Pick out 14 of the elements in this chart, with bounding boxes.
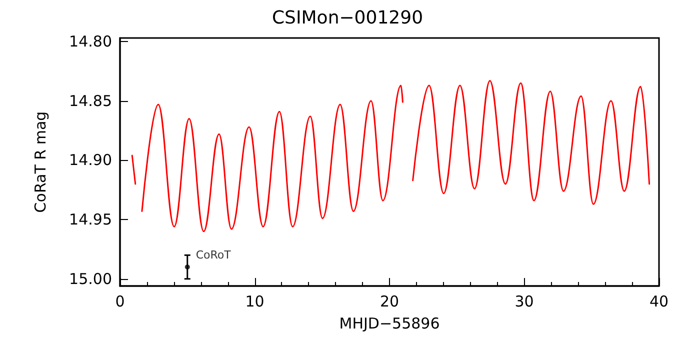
x-axis-title: MHJD−55896: [339, 314, 440, 332]
x-tick-label: 30: [514, 292, 534, 310]
y-tick-label: 14.95: [69, 210, 112, 229]
x-tick-label: 40: [649, 292, 669, 310]
x-tick-label: 0: [115, 292, 125, 310]
y-tick-label: 14.90: [69, 151, 112, 170]
x-tick-label: 10: [245, 292, 264, 310]
y-tick-label: 15.00: [69, 270, 112, 288]
x-tick-label: 20: [380, 292, 400, 310]
y-axis-title: CoRaT R mag: [32, 111, 50, 213]
chart-title: CSIMon−001290: [272, 8, 424, 28]
y-tick-label: 14.85: [69, 92, 112, 110]
series-label: CoRoT: [196, 248, 232, 262]
y-tick-label: 14.80: [69, 32, 112, 51]
